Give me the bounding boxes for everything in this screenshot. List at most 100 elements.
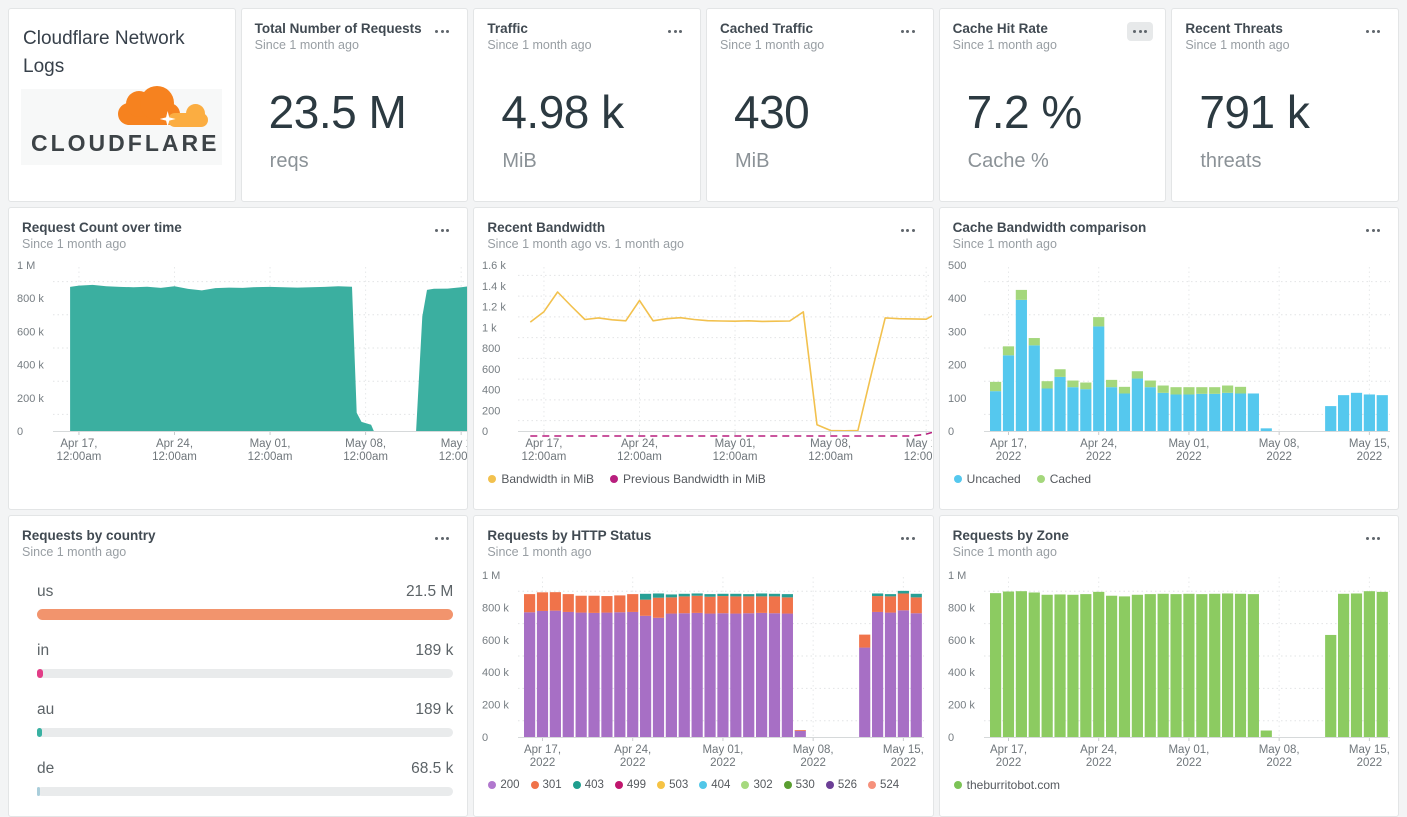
svg-text:May 01,: May 01, <box>1168 438 1209 450</box>
legend-item-499[interactable]: 499 <box>614 779 646 791</box>
svg-text:May 15,: May 15, <box>883 744 924 756</box>
svg-text:Apr 17,: Apr 17, <box>990 744 1027 756</box>
svg-text:200 k: 200 k <box>948 700 975 712</box>
panel-menu-button[interactable] <box>1127 22 1154 41</box>
zone-chart: Apr 17, 2022 Apr 24, 2022 May 01, 2022 May 08,… <box>940 569 1398 771</box>
svg-text:Apr 24,: Apr 24, <box>1080 438 1117 450</box>
chart-legend: 200 301 403 499 503 404 302 530 526 524 <box>474 771 932 799</box>
dashboard-title: Cloudflare Network Logs <box>23 28 185 77</box>
chart-legend <box>9 465 467 493</box>
svg-text:May 08,: May 08, <box>793 744 834 756</box>
svg-text:800 k: 800 k <box>17 293 44 305</box>
legend-color-dot <box>614 781 623 789</box>
country-value: 189 k <box>415 642 454 659</box>
svg-text:12:00am: 12:00am <box>439 451 467 463</box>
stat-value: 7.2 % <box>966 86 1083 138</box>
legend-item-524[interactable]: 524 <box>868 779 899 791</box>
country-bar-track <box>37 787 454 796</box>
svg-text:400: 400 <box>482 385 500 397</box>
svg-text:300: 300 <box>948 326 966 338</box>
legend-item-200[interactable]: 200 <box>488 779 520 791</box>
svg-text:100: 100 <box>948 393 966 405</box>
svg-text:Apr 24,: Apr 24, <box>615 744 652 756</box>
legend-item-403[interactable]: 403 <box>572 779 604 791</box>
svg-text:2022: 2022 <box>995 757 1021 769</box>
legend-item-bandwidth-in-mib[interactable]: Bandwidth in MiB <box>488 472 594 486</box>
svg-text:2022: 2022 <box>1176 451 1202 463</box>
panel-title: Requests by country <box>22 528 156 543</box>
panel-menu-button[interactable] <box>429 22 455 41</box>
panel-cache-hit-rate: Cache Hit Rate Since 1 month ago 7.2 % C… <box>938 8 1167 202</box>
panel-menu-button[interactable] <box>895 22 921 41</box>
legend-label: theburritobot.com <box>966 778 1061 792</box>
legend-color-dot <box>530 781 539 789</box>
panel-menu-button[interactable] <box>1360 529 1386 548</box>
legend-item-530[interactable]: 530 <box>783 779 815 791</box>
legend-item-503[interactable]: 503 <box>657 779 688 791</box>
legend-item-526[interactable]: 526 <box>825 779 858 791</box>
request-count-chart: Apr 17, 12:00am Apr 24, 12:00am May 01, 12:00… <box>9 259 468 465</box>
legend-label: 403 <box>584 779 604 791</box>
panel-menu-button[interactable] <box>429 221 455 240</box>
chart-row-1: Request Count over time Since 1 month ag… <box>8 207 1399 510</box>
panel-menu-button[interactable] <box>1360 221 1386 240</box>
legend-item-theburritobot-com[interactable]: theburritobot.com <box>953 778 1061 792</box>
legend-color-dot <box>610 475 619 483</box>
svg-text:May 08,: May 08, <box>810 438 851 450</box>
svg-text:1 M: 1 M <box>17 260 35 272</box>
svg-text:12:00am: 12:00am <box>809 451 854 463</box>
legend-label: 526 <box>837 779 858 791</box>
panel-menu-button[interactable] <box>895 221 921 240</box>
stat-value: 23.5 M <box>268 86 407 138</box>
country-row-in: in 189 k <box>37 642 454 678</box>
svg-text:12:00am: 12:00am <box>713 451 758 463</box>
svg-text:Apr 17,: Apr 17, <box>990 438 1027 450</box>
svg-text:Apr 24,: Apr 24, <box>621 438 658 450</box>
legend-item-previous-bandwidth-in-mib[interactable]: Previous Bandwidth in MiB <box>610 472 766 486</box>
chart-row-2: Requests by country Since 1 month ago us… <box>8 515 1399 817</box>
svg-text:600 k: 600 k <box>17 326 44 338</box>
stat-unit: reqs <box>269 150 309 172</box>
panel-cloudflare-network-logs: Cloudflare Network Logs CLOUDFLARE <box>8 8 236 202</box>
panel-subtitle: Since 1 month ago <box>952 237 1057 251</box>
svg-text:200 k: 200 k <box>17 393 44 405</box>
panel-subtitle: Since 1 month ago <box>254 38 359 52</box>
panel-title: Traffic <box>487 21 528 36</box>
chart-legend: Bandwidth in MiB Previous Bandwidth in Mi… <box>474 465 932 493</box>
legend-color-dot <box>1036 475 1045 483</box>
cloudflare-cloud-light-icon <box>167 104 208 127</box>
panel-title: Cache Hit Rate <box>952 21 1048 36</box>
panel-menu-button[interactable] <box>429 529 455 548</box>
svg-text:600 k: 600 k <box>482 635 509 647</box>
svg-text:2022: 2022 <box>530 757 556 769</box>
svg-text:Apr 24,: Apr 24, <box>1080 744 1117 756</box>
svg-text:600 k: 600 k <box>948 635 975 647</box>
country-label: de <box>37 760 55 777</box>
svg-text:12:00am: 12:00am <box>57 451 102 463</box>
legend-label: 301 <box>542 779 562 791</box>
chart-legend: theburritobot.com <box>940 771 1398 799</box>
stat-unit: MiB <box>735 150 770 172</box>
legend-label: 200 <box>500 779 520 791</box>
svg-text:1 k: 1 k <box>482 322 497 334</box>
legend-item-cached[interactable]: Cached <box>1036 472 1091 486</box>
legend-item-uncached[interactable]: Uncached <box>953 472 1021 486</box>
legend-label: 404 <box>711 779 731 791</box>
legend-color-dot <box>741 781 750 789</box>
svg-text:2022: 2022 <box>1086 451 1112 463</box>
legend-color-dot <box>572 781 581 789</box>
legend-item-302[interactable]: 302 <box>741 779 773 791</box>
svg-text:2022: 2022 <box>620 757 646 769</box>
stat-row: Cloudflare Network Logs CLOUDFLARE Total… <box>8 8 1399 202</box>
legend-item-301[interactable]: 301 <box>530 779 562 791</box>
legend-item-404[interactable]: 404 <box>699 779 730 791</box>
svg-text:2022: 2022 <box>1266 451 1292 463</box>
panel-menu-button[interactable] <box>1360 22 1386 41</box>
panel-menu-button[interactable] <box>895 529 921 548</box>
svg-text:May 01,: May 01, <box>250 438 291 450</box>
svg-text:0: 0 <box>948 426 954 438</box>
panel-menu-button[interactable] <box>662 22 688 41</box>
